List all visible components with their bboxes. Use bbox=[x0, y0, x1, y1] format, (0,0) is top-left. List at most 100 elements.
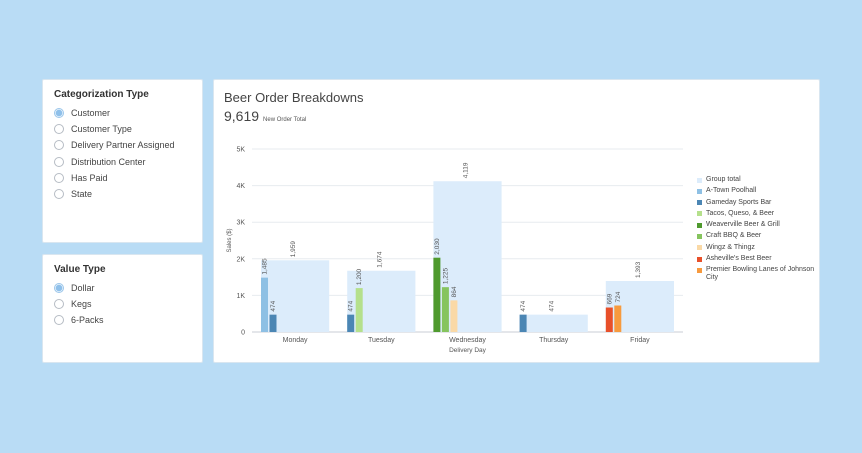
value-type-options: Dollar Kegs 6-Packs bbox=[54, 280, 104, 329]
legend-label: Premier Bowling Lanes of Johnson City bbox=[706, 266, 815, 282]
legend-swatch bbox=[697, 188, 702, 194]
legend-item-asheville-s-best-beer[interactable]: Asheville's Best Beer bbox=[697, 255, 815, 266]
legend-label: Asheville's Best Beer bbox=[706, 255, 772, 263]
radio-button[interactable] bbox=[54, 108, 64, 119]
radio-button[interactable] bbox=[54, 124, 64, 135]
legend-item-a-town-poolhall[interactable]: A-Town Poolhall bbox=[697, 187, 815, 198]
categorization-option-has-paid[interactable]: Has Paid bbox=[54, 170, 175, 186]
value-type-option-kegs[interactable]: Kegs bbox=[54, 296, 104, 312]
x-tick-label: Monday bbox=[283, 337, 308, 344]
categorization-option-state[interactable]: State bbox=[54, 186, 175, 202]
categorization-option-customer[interactable]: Customer bbox=[54, 105, 175, 121]
bar-asheville-s-best-beer bbox=[605, 307, 613, 332]
legend-item-tacos-queso-beer[interactable]: Tacos, Queso, & Beer bbox=[697, 210, 815, 221]
chart-legend: Group total A-Town Poolhall Gameday Sports… bbox=[697, 176, 815, 282]
legend-item-gameday-sports-bar[interactable]: Gameday Sports Bar bbox=[697, 199, 815, 210]
radio-button[interactable] bbox=[54, 140, 64, 151]
radio-button[interactable] bbox=[54, 172, 64, 183]
legend-item-wingz-thingz[interactable]: Wingz & Thingz bbox=[697, 244, 815, 255]
legend-swatch bbox=[697, 211, 702, 217]
y-tick-label: 4K bbox=[236, 183, 245, 190]
radio-label: Has Paid bbox=[71, 172, 108, 183]
group-total-label: 1,674 bbox=[376, 251, 383, 268]
group-total-label: 474 bbox=[549, 300, 556, 311]
bar-value-label: 2,030 bbox=[434, 238, 441, 255]
y-tick-label: 2K bbox=[236, 256, 245, 263]
bar-gameday-sports-bar bbox=[347, 314, 355, 332]
legend-item-weaverville-beer-grill[interactable]: Weaverville Beer & Grill bbox=[697, 221, 815, 232]
x-tick-label: Friday bbox=[630, 337, 650, 344]
bar-value-label: 724 bbox=[615, 291, 622, 302]
categorization-option-delivery-partner-assigned[interactable]: Delivery Partner Assigned bbox=[54, 137, 175, 153]
legend-label: Gameday Sports Bar bbox=[706, 198, 772, 206]
radio-button[interactable] bbox=[54, 189, 64, 200]
radio-button[interactable] bbox=[54, 283, 64, 294]
legend-swatch bbox=[697, 222, 702, 228]
group-total-label: 1,393 bbox=[635, 261, 642, 278]
value-type-option-6-packs[interactable]: 6-Packs bbox=[54, 312, 104, 328]
bar-value-label: 1,200 bbox=[356, 268, 363, 285]
value-type-option-dollar[interactable]: Dollar bbox=[54, 280, 104, 296]
categorization-option-distribution-center[interactable]: Distribution Center bbox=[54, 154, 175, 170]
legend-swatch bbox=[697, 177, 702, 183]
radio-label: 6-Packs bbox=[71, 315, 104, 326]
legend-swatch bbox=[697, 200, 702, 206]
bar-gameday-sports-bar bbox=[519, 314, 527, 332]
y-tick-label: 0 bbox=[241, 330, 245, 337]
radio-label: State bbox=[71, 189, 93, 200]
y-tick-label: 1K bbox=[236, 293, 245, 300]
legend-label: Weaverville Beer & Grill bbox=[706, 221, 780, 229]
chart-title: Beer Order Breakdowns bbox=[224, 90, 364, 105]
group-total-label: 4,119 bbox=[463, 162, 470, 178]
legend-label: Group total bbox=[706, 176, 741, 183]
legend-swatch bbox=[697, 267, 702, 273]
radio-label: Customer bbox=[71, 108, 111, 119]
bar-weaverville-beer-grill bbox=[433, 257, 441, 332]
value-type-title: Value Type bbox=[54, 264, 106, 275]
group-total-label: 1,959 bbox=[290, 241, 297, 258]
radio-label: Customer Type bbox=[71, 124, 132, 135]
legend-item-premier-bowling-lanes-of-johnson-city[interactable]: Premier Bowling Lanes of Johnson City bbox=[697, 266, 815, 282]
y-tick-label: 5K bbox=[236, 147, 245, 154]
bar-value-label: 474 bbox=[520, 300, 527, 311]
bar-premier-bowling-lanes-of-johnson-city bbox=[614, 305, 622, 332]
bar-value-label: 474 bbox=[348, 300, 355, 311]
legend-label: Craft BBQ & Beer bbox=[706, 232, 762, 240]
legend-swatch bbox=[697, 256, 702, 262]
bar-value-label: 669 bbox=[606, 293, 613, 304]
value-type-panel: Value Type Dollar Kegs 6-Packs bbox=[42, 254, 203, 363]
categorization-type-panel: Categorization Type Customer Customer Typ… bbox=[42, 79, 203, 243]
radio-label: Kegs bbox=[71, 299, 92, 310]
bar-wingz-thingz bbox=[450, 300, 458, 332]
y-tick-label: 3K bbox=[236, 220, 245, 227]
categorization-type-options: Customer Customer Type Delivery Partner As… bbox=[54, 105, 175, 202]
order-total: 9,619 New Order Total bbox=[224, 108, 306, 124]
x-tick-label: Wednesday bbox=[449, 337, 486, 344]
radio-button[interactable] bbox=[54, 156, 64, 167]
legend-label: Tacos, Queso, & Beer bbox=[706, 209, 775, 217]
legend-item-craft-bbq-beer[interactable]: Craft BBQ & Beer bbox=[697, 232, 815, 243]
radio-button[interactable] bbox=[54, 315, 64, 326]
chart-panel: Beer Order Breakdowns 9,619 New Order To… bbox=[213, 79, 820, 363]
y-axis-label: Sales ($) bbox=[227, 228, 233, 252]
bar-a-town-poolhall bbox=[261, 277, 268, 332]
legend-swatch bbox=[697, 233, 702, 239]
bar-gameday-sports-bar bbox=[269, 314, 277, 332]
legend-item-group-total[interactable]: Group total bbox=[697, 176, 815, 187]
order-total-label: New Order Total bbox=[263, 117, 307, 123]
radio-label: Dollar bbox=[71, 283, 95, 294]
bar-craft-bbq-beer bbox=[441, 287, 449, 332]
legend-label: Wingz & Thingz bbox=[706, 243, 755, 251]
categorization-option-customer-type[interactable]: Customer Type bbox=[54, 121, 175, 137]
bar-tacos-queso-beer bbox=[355, 288, 363, 332]
radio-label: Delivery Partner Assigned bbox=[71, 140, 175, 151]
x-axis-label: Delivery Day bbox=[449, 347, 487, 354]
order-total-value: 9,619 bbox=[224, 108, 260, 124]
bar-chart: 0 1K 2K 3K 4K 5K Sales ($) 1,959 1,485 474 Monday 1… bbox=[227, 147, 683, 354]
legend-label: A-Town Poolhall bbox=[706, 187, 757, 195]
bar-value-label: 1,485 bbox=[262, 258, 269, 275]
bar-value-label: 474 bbox=[270, 300, 277, 311]
bar-value-label: 864 bbox=[451, 286, 458, 297]
radio-button[interactable] bbox=[54, 299, 64, 310]
group-total-bar bbox=[519, 314, 588, 332]
